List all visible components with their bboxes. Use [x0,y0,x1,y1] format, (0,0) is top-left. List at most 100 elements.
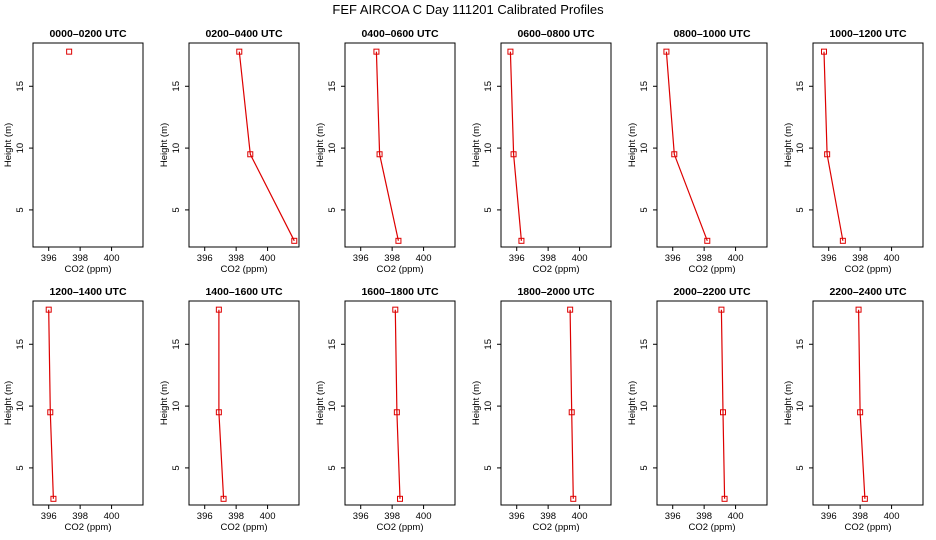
y-axis-label: Height (m) [3,381,14,425]
chart-panel-11: 2000–2200 UTC 396 398 400 5 10 15 CO2 (ppm) Heig… [627,286,768,533]
x-tick-label: 398 [384,253,400,264]
data-point [855,306,862,313]
panel-title: 0200–0400 UTC [205,28,282,40]
x-tick-label: 400 [572,511,588,522]
plot-frame [32,300,144,506]
data-point [704,237,711,244]
y-tick-label: 10 [483,401,494,412]
y-tick-label: 5 [171,465,182,470]
y-axis-label: Height (m) [783,123,794,167]
x-axis-label: CO2 (ppm) [689,264,736,275]
y-tick-label: 10 [15,401,26,412]
x-tick-label: 396 [197,511,213,522]
y-tick-label: 5 [15,465,26,470]
data-point [567,306,574,313]
x-axis-label: CO2 (ppm) [221,522,268,533]
y-tick-label: 15 [327,81,338,92]
series-line [720,309,726,499]
x-tick-label: 398 [696,253,712,264]
y-tick-label: 10 [639,401,650,412]
y-tick-label: 5 [639,207,650,212]
y-axis-label: Height (m) [315,381,326,425]
y-tick-label: 5 [327,465,338,470]
series-line [858,309,866,499]
x-tick-label: 396 [197,253,213,264]
x-axis-label: CO2 (ppm) [377,264,424,275]
data-point [45,306,52,313]
y-tick-label: 5 [171,207,182,212]
data-point [861,495,868,502]
x-axis-label: CO2 (ppm) [845,522,892,533]
y-tick-label: 10 [795,401,806,412]
data-point [720,409,726,416]
y-tick-label: 5 [795,465,806,470]
x-tick-label: 398 [384,511,400,522]
y-axis-label: Height (m) [627,123,638,167]
chart-panel-10: 1800–2000 UTC 396 398 400 5 10 15 CO2 (ppm) Heig… [471,286,612,533]
data-point [507,48,514,55]
data-point [718,306,725,313]
data-point [510,151,517,158]
y-tick-label: 10 [327,401,338,412]
y-tick-label: 15 [483,339,494,350]
y-tick-label: 15 [795,81,806,92]
x-axis-label: CO2 (ppm) [377,522,424,533]
data-point [395,237,402,244]
x-tick-label: 398 [852,253,868,264]
y-tick-label: 15 [15,81,26,92]
data-point [215,306,222,313]
data-point [373,48,380,55]
data-point [397,495,403,502]
chart-panel-9: 1600–1800 UTC 396 398 400 5 10 15 CO2 (ppm) Heig… [315,286,456,533]
data-point [570,495,577,502]
chart-panel-8: 1400–1600 UTC 396 398 400 5 10 15 CO2 (ppm) Heig… [159,286,300,533]
chart-panel-2: 0200–0400 UTC 396 398 400 5 10 15 CO2 (ppm) Heig… [159,28,300,275]
data-point [47,409,54,416]
data-point [376,151,383,158]
panel-title: 1200–1400 UTC [49,286,126,298]
x-tick-label: 396 [821,253,837,264]
data-point [50,495,57,502]
x-tick-label: 400 [260,253,276,264]
chart-panel-12: 2200–2400 UTC 396 398 400 5 10 15 CO2 (ppm) Heig… [783,286,924,533]
x-axis-label: CO2 (ppm) [221,264,268,275]
x-axis-label: CO2 (ppm) [689,522,736,533]
data-point [66,48,73,55]
x-tick-label: 400 [884,253,900,264]
panel-title: 0800–1000 UTC [673,28,750,40]
y-tick-label: 15 [639,81,650,92]
chart-panel-5: 0800–1000 UTC 396 398 400 5 10 15 CO2 (ppm) Heig… [627,28,768,275]
y-tick-label: 10 [795,143,806,154]
y-tick-label: 15 [483,81,494,92]
y-tick-label: 10 [483,143,494,154]
plot-frame [812,42,924,248]
data-point [721,495,728,502]
data-point [663,48,670,55]
x-tick-label: 400 [884,511,900,522]
y-axis-label: Height (m) [159,123,170,167]
panel-title: 1000–1200 UTC [829,28,906,40]
y-tick-label: 15 [171,81,182,92]
y-tick-label: 10 [327,143,338,154]
data-point [247,151,254,158]
data-point [291,237,298,244]
panel-title: 1400–1600 UTC [205,286,282,298]
x-tick-label: 398 [228,253,244,264]
x-tick-label: 400 [572,253,588,264]
plot-frame [500,300,612,506]
plot-frame [32,42,144,248]
x-axis-label: CO2 (ppm) [533,264,580,275]
y-tick-label: 15 [327,339,338,350]
data-point [839,237,846,244]
chart-panel-7: 1200–1400 UTC 396 398 400 5 10 15 CO2 (ppm) Heig… [3,286,144,533]
data-point [857,409,864,416]
x-tick-label: 400 [416,511,432,522]
y-tick-label: 15 [15,339,26,350]
plot-frame [812,300,924,506]
x-tick-label: 398 [852,511,868,522]
series-line [48,309,54,499]
panel-title: 0000–0200 UTC [49,28,126,40]
chart-panel-1: 0000–0200 UTC 396 398 400 5 10 15 CO2 (ppm) Heig… [3,28,144,275]
x-tick-label: 396 [41,511,57,522]
